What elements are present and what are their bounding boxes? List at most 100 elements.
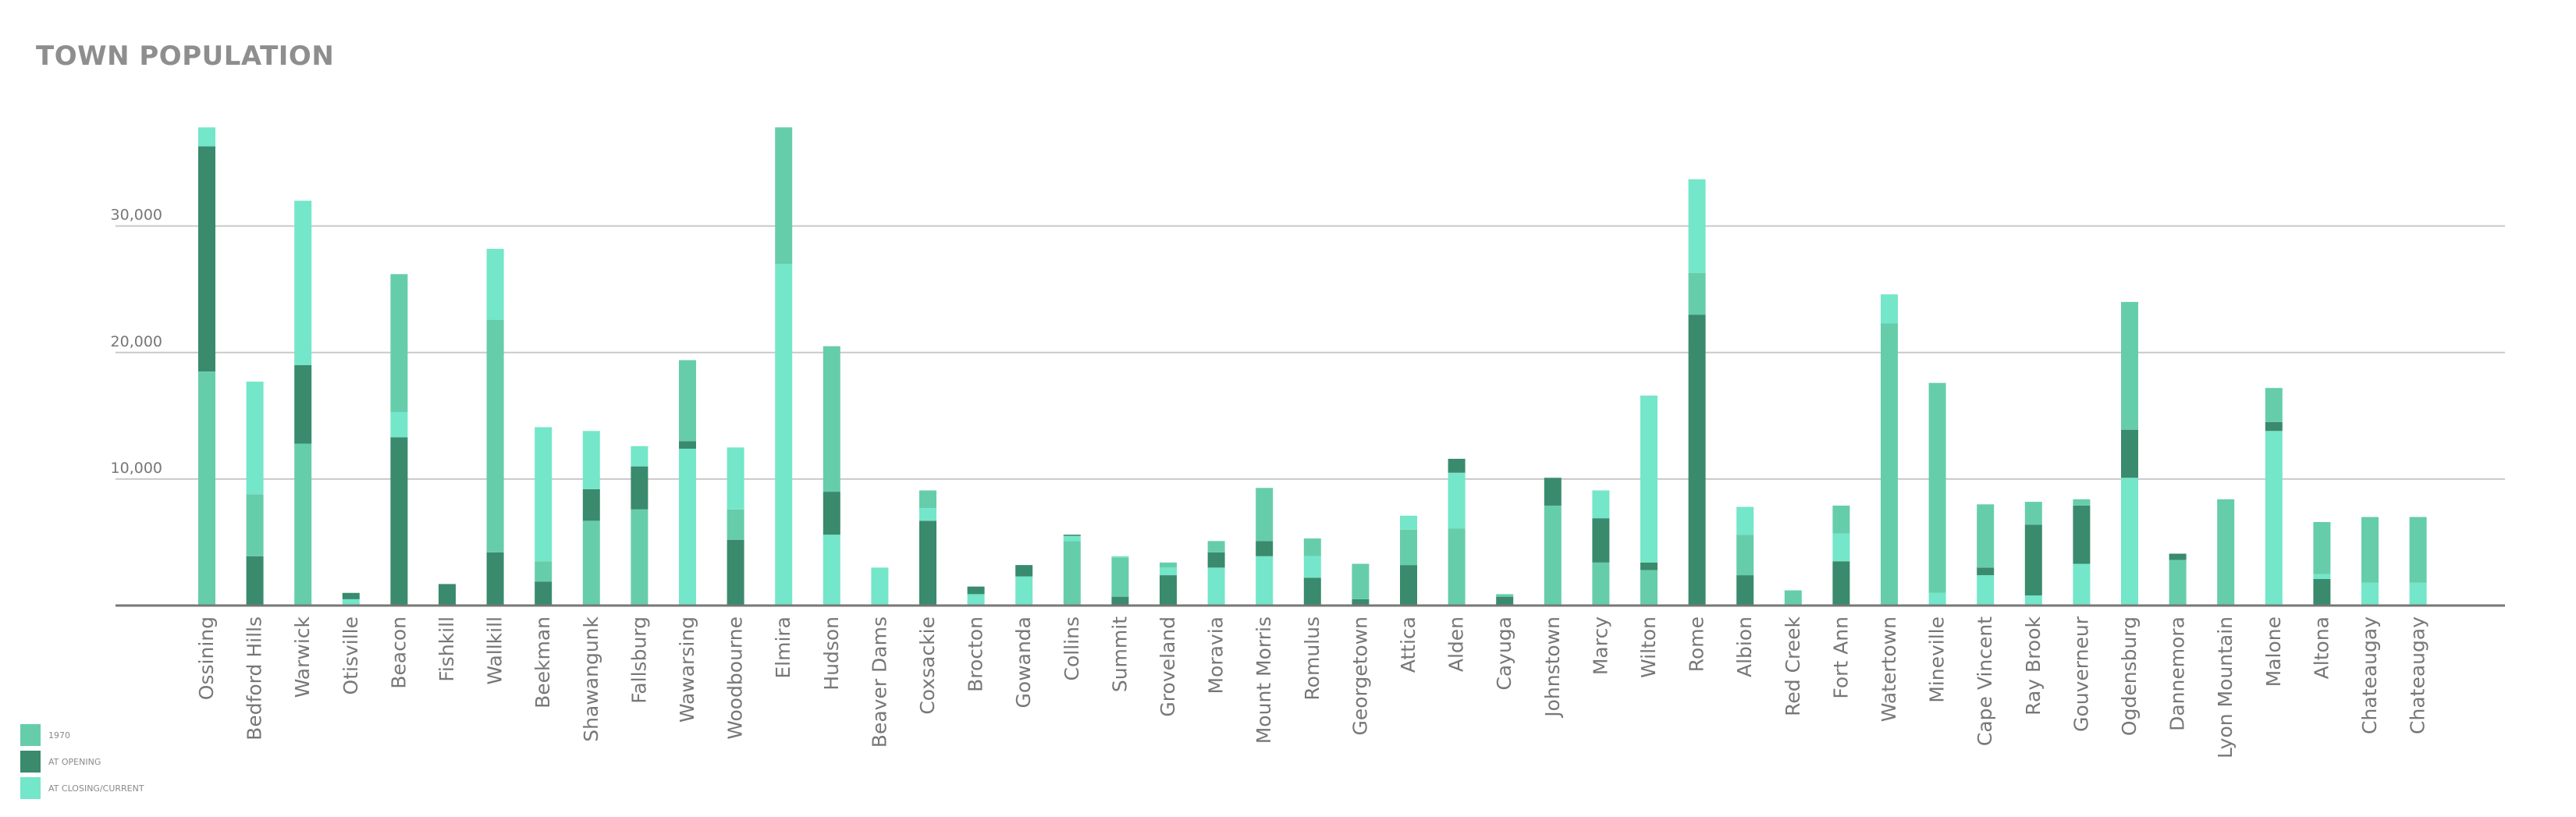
x-tick-label: Cayuga [1493,616,1515,691]
bar-segment [294,201,312,365]
bar-segment [2024,595,2042,606]
bar-segment [967,594,985,606]
x-tick-label: Ogdensburg [2118,616,2141,736]
x-tick-label: Altona [2310,616,2333,679]
x-tick-label: Wallkill [484,616,506,685]
bar-segment [631,466,648,510]
legend-swatch [20,724,41,746]
bar-segment [1592,518,1610,563]
bar-segment [2073,505,2091,564]
bar-segment [1496,596,1514,606]
bar-segment [2265,431,2283,606]
bar-segment [2265,421,2283,432]
bar-segment [390,274,408,412]
legend-item: AT OPENING [20,751,270,773]
bar-segment [823,346,840,492]
bar-segment [582,520,600,606]
bar-segment [1736,506,1754,535]
bar-segment [1015,576,1033,606]
bar-segment [1832,505,1850,534]
bar-segment [1160,562,1177,568]
x-tick-label: Beacon [387,616,410,689]
x-tick-label: Beaver Dams [868,616,890,748]
bar-segment [198,127,215,147]
x-tick-label: Chateaugay [2407,616,2429,734]
gridlines [115,225,2505,480]
bar-segment [1256,488,1274,542]
bar-segment [919,520,936,606]
bar-segment [582,431,600,489]
bar-segment [727,447,744,510]
x-tick-label: Red Creek [1782,616,1804,716]
x-tick-label: Chateaugay [2358,616,2381,734]
bar-segment [486,248,504,320]
x-tick-label: Woodbourne [724,616,747,740]
legend-label: AT OPENING [48,757,101,767]
bar-segment [919,508,936,521]
x-tick-label: Albion [1733,616,1756,677]
bar-segment [1256,556,1274,606]
x-tick-label: Watertown [1878,616,1900,722]
bar-segment [679,441,696,449]
x-tick-label: Dannemora [2166,616,2189,731]
bar-segment [1111,557,1129,597]
bar-segment [1784,590,1802,606]
bar-segment [294,365,312,444]
bar-segment [1400,529,1417,566]
x-tick-label: Beekman [531,616,554,709]
bar-segment [1352,563,1370,599]
x-tick-label: Malone [2262,616,2285,687]
x-tick-label: Bedford Hills [243,616,266,741]
x-tick-label: Hudson [820,616,843,691]
bar-segment [535,561,553,582]
x-tick-label: Shawangunk [580,616,602,741]
bar-segment [1592,562,1610,606]
bar-segment [1736,575,1754,606]
bar-segment [2313,522,2331,574]
bar-segment [823,535,840,606]
bar-segment [775,264,793,606]
bar-segment [1448,528,1466,606]
bar-segment [1640,570,1658,606]
bar-segment [679,448,696,606]
bar-segment [919,490,936,509]
bar-segment [535,427,553,562]
bar-segment [1160,575,1177,606]
x-tick-label: Collins [1061,616,1083,680]
x-tick-label: Fort Ann [1829,616,1852,699]
legend-item: AT CLOSING/CURRENT [20,777,270,799]
x-tick-label: Brocton [965,616,987,692]
x-tick-label: Fishkill [435,616,458,682]
bar-segment [1160,567,1177,576]
x-tick-label: Mineville [1926,616,1949,703]
x-tick-label: Groveland [1157,616,1179,717]
bar-segment [631,509,648,606]
bar-segment [1015,565,1033,577]
x-tick-label: Summit [1108,616,1131,692]
bar-segment [1640,395,1658,563]
bar-segment [1207,567,1225,606]
bar-segment [198,371,215,606]
x-tick-label: Johnstown [1541,616,1564,719]
x-tick-label: Elmira [772,616,794,679]
bar-segment [1207,552,1225,568]
bar-segment [486,319,504,552]
x-tick-label: Lyon Mountain [2214,616,2237,758]
bar-segment [1256,541,1274,556]
legend-label: 1970 [48,730,70,741]
x-tick-label: Attica [1397,616,1419,673]
bar-segment [1688,272,1706,315]
x-tick-label: Alden [1445,616,1468,672]
x-tick-label: Fallsburg [627,616,650,704]
bar-segment [439,584,456,606]
bar-segment [1640,562,1658,570]
x-tick-label: Georgetown [1348,616,1371,736]
bar-segment [2361,517,2379,583]
bar-segment [1111,556,1129,558]
y-tick-label: 30,000 [111,207,162,224]
bar-segment [1400,565,1417,606]
bar-segment [727,539,744,606]
bar-segment [1207,541,1225,552]
bar-segment [1063,535,1081,536]
